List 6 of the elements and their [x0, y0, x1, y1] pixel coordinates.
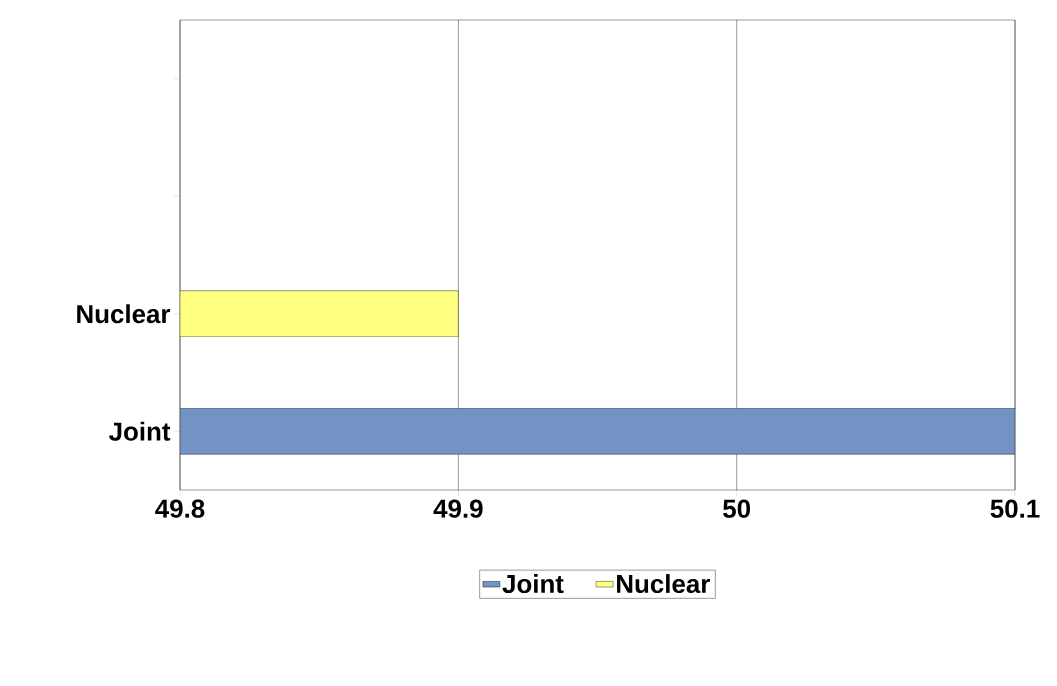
- legend-label: Joint: [502, 574, 564, 594]
- x-tick-label: 49.8: [155, 499, 205, 518]
- legend-label: Nuclear: [617, 574, 710, 594]
- x-tick-label: 50.1: [990, 499, 1040, 518]
- x-tick-label: 50: [723, 499, 751, 518]
- x-tick-label: 49.9: [433, 499, 483, 518]
